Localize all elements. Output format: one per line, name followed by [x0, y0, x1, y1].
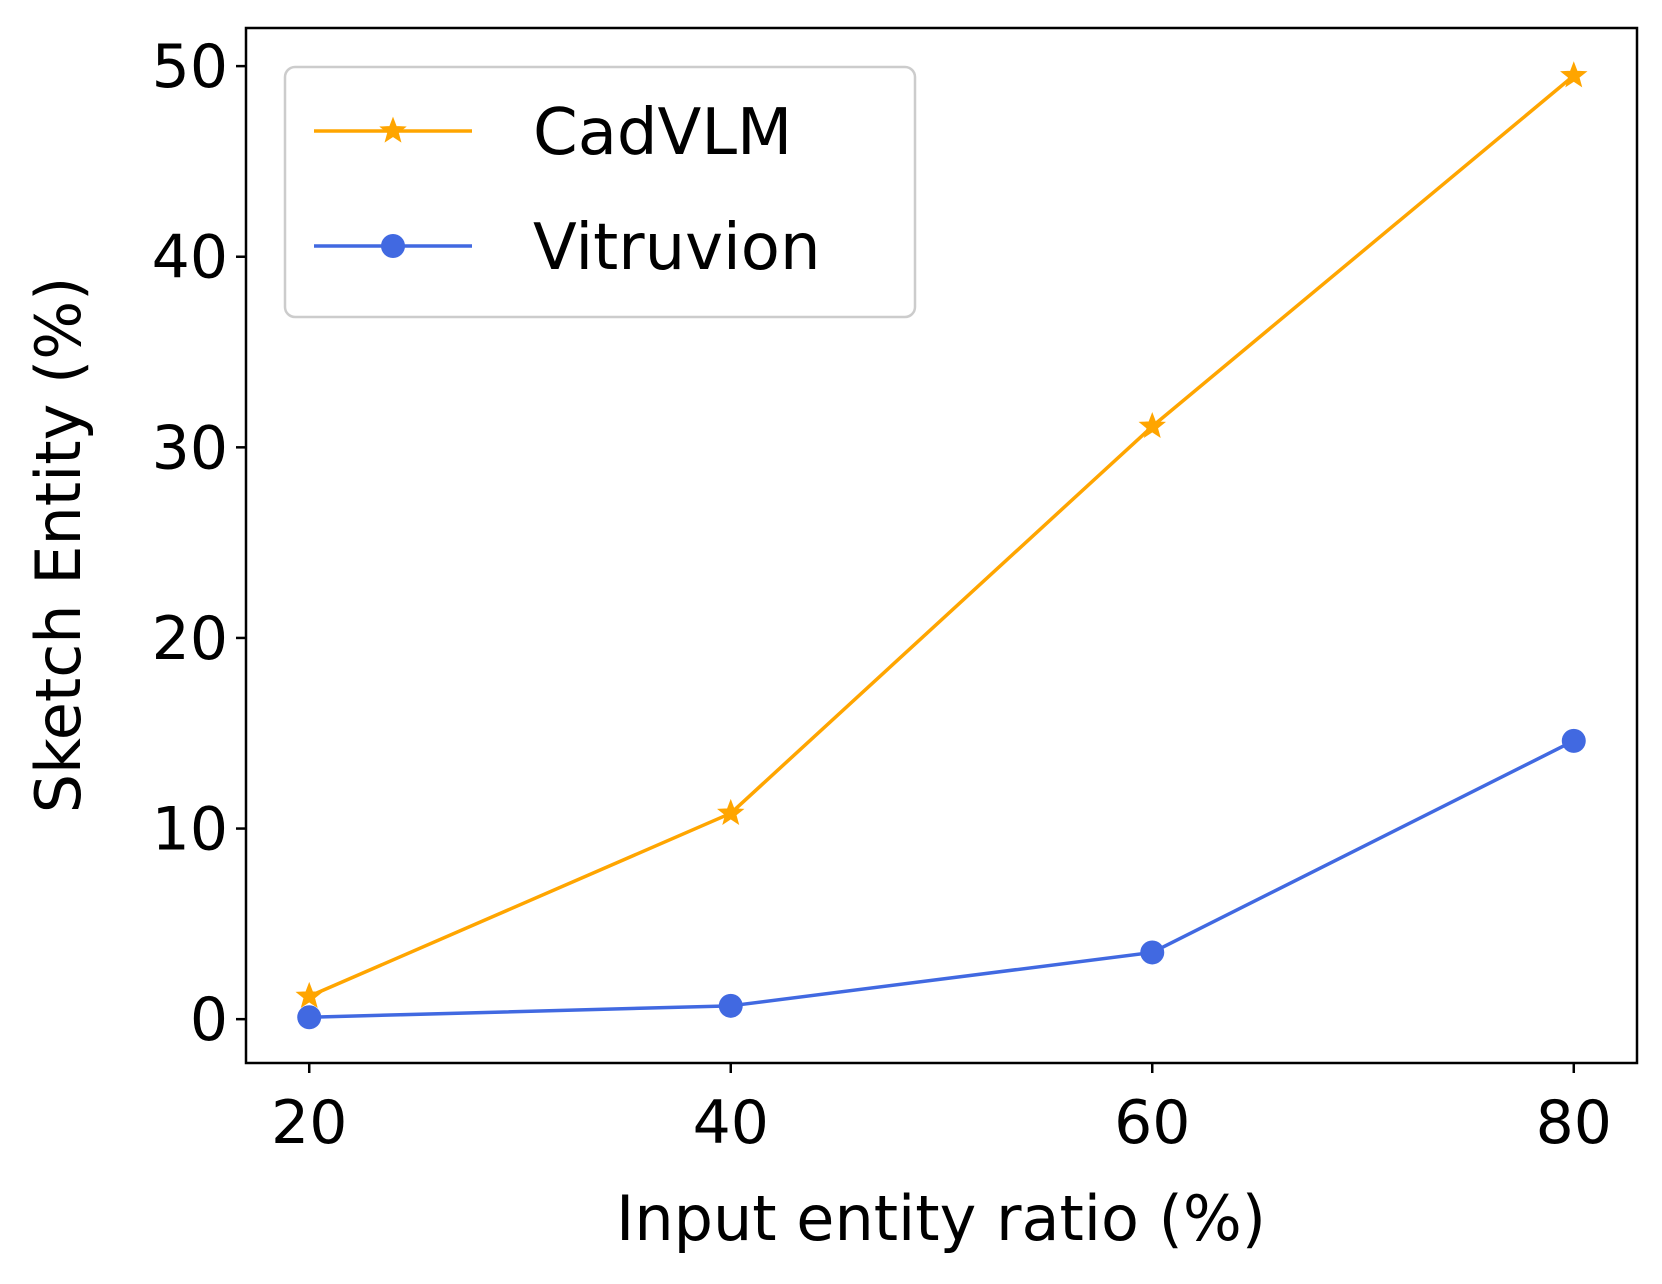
legend-label-vitruvion: Vitruvion — [533, 211, 821, 285]
legend: CadVLM Vitruvion — [283, 65, 917, 319]
y-tick-label: 30 — [152, 413, 228, 483]
x-tick-label: 40 — [693, 1088, 769, 1158]
legend-marker-vitruvion — [381, 234, 405, 258]
data-point-vitruvion — [1561, 728, 1586, 753]
y-tick-label: 40 — [152, 223, 228, 293]
y-tick-label: 0 — [190, 985, 228, 1055]
series-layer — [295, 61, 1588, 1030]
x-tick-label: 60 — [1114, 1088, 1190, 1158]
y-tick-label: 50 — [152, 32, 228, 102]
series-line-vitruvion — [309, 739, 1575, 1019]
legend-marker-cadvlm — [379, 116, 407, 143]
y-axis-ticks: 0 10 20 30 40 50 — [152, 32, 246, 1055]
data-point-cadvlm — [1560, 61, 1588, 88]
data-point-cadvlm — [717, 798, 745, 825]
plot-frame — [244, 26, 1639, 1065]
y-axis-label: Sketch Entity (%) — [22, 277, 95, 814]
x-axis-label: Input entity ratio (%) — [616, 1182, 1266, 1255]
y-tick-label: 20 — [152, 604, 228, 674]
data-point-vitruvion — [297, 1005, 322, 1030]
data-point-vitruvion — [1140, 940, 1165, 965]
data-point-vitruvion — [718, 993, 743, 1018]
data-point-cadvlm — [295, 981, 323, 1008]
y-tick-label: 10 — [152, 795, 228, 865]
legend-items: CadVLM Vitruvion — [314, 96, 821, 285]
x-tick-label: 80 — [1536, 1088, 1612, 1158]
series-line-cadvlm — [308, 74, 1575, 998]
data-point-cadvlm — [1138, 411, 1166, 439]
x-tick-label: 20 — [271, 1088, 347, 1158]
legend-label-cadvlm: CadVLM — [533, 96, 792, 170]
x-axis-ticks: 20 40 60 80 — [271, 1063, 1612, 1158]
